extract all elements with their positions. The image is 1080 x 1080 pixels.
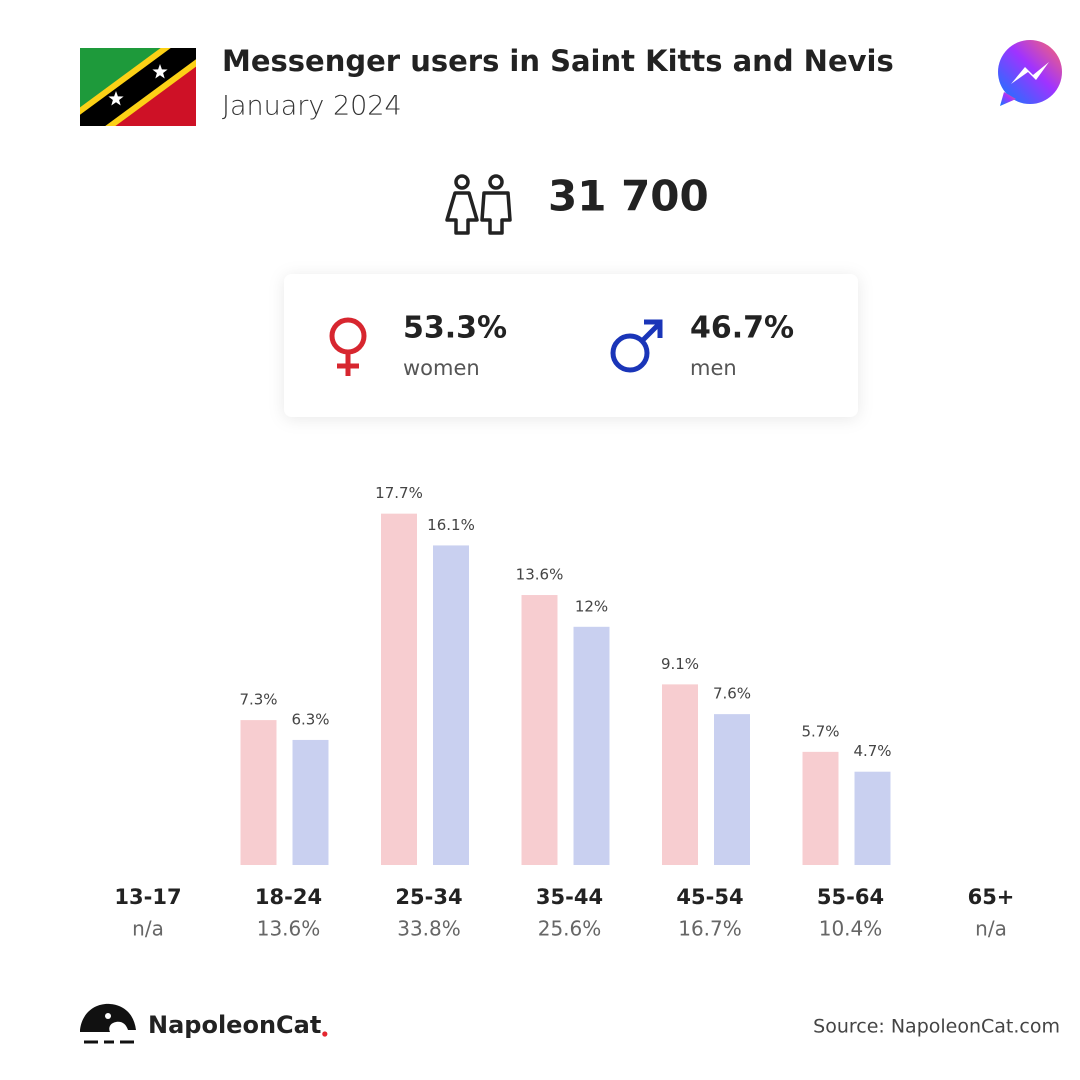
value-label: 4.7% — [853, 742, 891, 760]
bar — [662, 684, 698, 865]
bar — [573, 626, 610, 865]
female-symbol — [329, 317, 367, 376]
category-total: 10.4% — [819, 917, 883, 941]
value-label: 9.1% — [661, 655, 699, 673]
source: Source: NapoleonCat.com — [813, 1016, 1060, 1038]
flag — [80, 48, 196, 126]
bar — [292, 739, 329, 865]
value-label: 17.7% — [375, 484, 423, 502]
category-label: 65+ — [968, 885, 1015, 909]
value-label: 7.3% — [239, 691, 277, 709]
value-label: 7.6% — [713, 685, 751, 703]
value-label: 13.6% — [516, 566, 564, 584]
bar — [521, 595, 558, 865]
category-total: 16.7% — [678, 917, 742, 941]
category-label: 55-64 — [817, 885, 884, 909]
title: Messenger users in Saint Kitts and Nevis — [222, 44, 894, 78]
category-total: 13.6% — [257, 917, 321, 941]
brand-name: NapoleonCat — [148, 1011, 321, 1039]
men-share: 46.7% — [690, 311, 794, 346]
bar — [381, 513, 417, 865]
gender-card — [284, 274, 858, 417]
category-label: 25-34 — [395, 885, 462, 909]
category-label: 13-17 — [114, 885, 181, 909]
category-label: 35-44 — [536, 885, 603, 909]
women-label: women — [403, 356, 480, 380]
messenger-icon — [998, 40, 1062, 106]
bar — [714, 714, 750, 865]
value-label: 12% — [575, 597, 608, 615]
value-label: 6.3% — [291, 710, 329, 728]
women-share: 53.3% — [403, 311, 507, 346]
category-total: n/a — [975, 917, 1007, 941]
napoleoncat-logo — [80, 1003, 136, 1044]
category-total: 33.8% — [397, 917, 461, 941]
category-total: n/a — [132, 917, 164, 941]
bar — [854, 771, 891, 865]
brand-dot — [322, 1031, 328, 1037]
category-total: 25.6% — [538, 917, 602, 941]
users-icon — [445, 174, 512, 235]
total-users: 31 700 — [548, 172, 709, 221]
bar — [802, 751, 839, 865]
bar — [433, 545, 469, 865]
value-label: 16.1% — [427, 516, 475, 534]
bar — [240, 720, 277, 865]
value-label: 5.7% — [801, 722, 839, 740]
subtitle: January 2024 — [222, 91, 402, 122]
male-symbol — [610, 319, 663, 373]
category-label: 45-54 — [676, 885, 743, 909]
category-label: 18-24 — [255, 885, 322, 909]
men-label: men — [690, 356, 737, 380]
